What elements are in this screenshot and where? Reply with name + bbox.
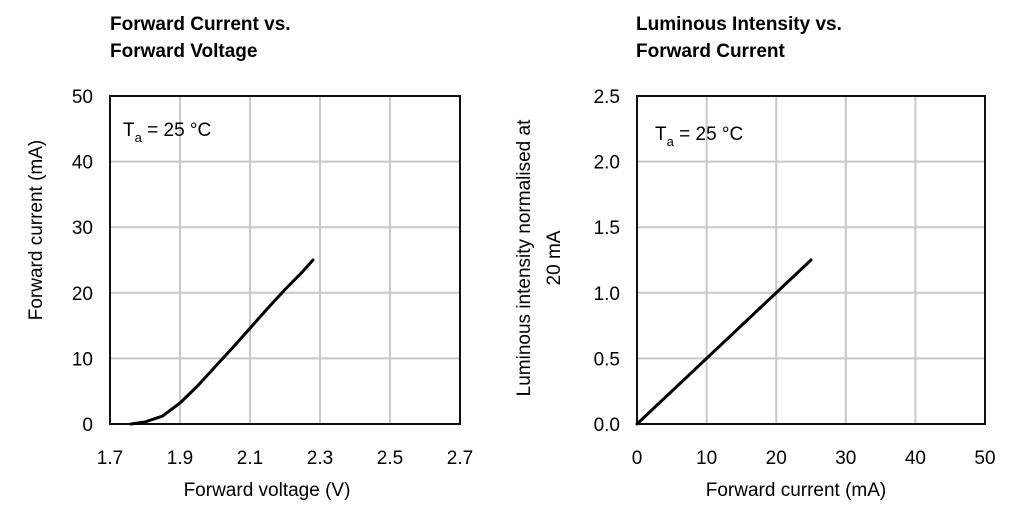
y-tick-label: 50 xyxy=(72,87,93,108)
chart-title-line1: Luminous Intensity vs. xyxy=(636,14,842,35)
grid xyxy=(637,96,985,424)
y-axis-label-line2: 20 mA xyxy=(544,230,565,285)
y-tick-label: 0.5 xyxy=(594,349,620,370)
y-ticks: 0.0 0.5 1.0 1.5 2.0 2.5 xyxy=(594,87,620,436)
plot-frame xyxy=(636,95,986,425)
luminous-intensity-vs-current-chart: Luminous Intensity vs. Forward Current 0… xyxy=(514,14,996,501)
annotation-sub: a xyxy=(667,134,675,149)
x-tick-label: 2.1 xyxy=(237,448,263,469)
plot-frame xyxy=(109,95,461,425)
y-ticks: 0 10 20 30 40 50 xyxy=(72,87,93,436)
x-ticks: 1.7 1.9 2.1 2.3 2.5 2.7 xyxy=(97,448,473,469)
x-ticks: 0 10 20 30 40 50 xyxy=(632,448,996,469)
x-tick-label: 1.9 xyxy=(167,448,193,469)
x-tick-label: 10 xyxy=(696,448,717,469)
chart-title-line2: Forward Current xyxy=(636,41,786,62)
annotation-rest: = 25 °C xyxy=(674,124,743,145)
forward-current-vs-voltage-chart: Forward Current vs. Forward Voltage 0 10 2… xyxy=(26,14,473,501)
x-tick-label: 40 xyxy=(905,448,926,469)
x-axis-label: Forward current (mA) xyxy=(706,480,887,501)
y-tick-label: 20 xyxy=(72,284,93,305)
chart-title-line1: Forward Current vs. xyxy=(110,14,291,35)
x-tick-label: 0 xyxy=(632,448,643,469)
y-tick-label: 40 xyxy=(72,153,93,174)
series-line-iv-if xyxy=(635,258,813,426)
y-axis-label-line1: Luminous intensity normalised at xyxy=(514,119,535,396)
y-axis-label: Forward current (mA) xyxy=(26,140,47,321)
y-tick-label: 0.0 xyxy=(594,415,620,436)
annotation-sub: a xyxy=(135,130,143,145)
series-line-if-vf xyxy=(129,258,315,426)
x-tick-label: 30 xyxy=(835,448,856,469)
y-tick-label: 2.0 xyxy=(594,153,620,174)
x-tick-label: 2.7 xyxy=(447,448,473,469)
x-tick-label: 2.5 xyxy=(377,448,403,469)
y-tick-label: 0 xyxy=(82,415,93,436)
annotation-main: T xyxy=(655,124,667,145)
x-tick-label: 50 xyxy=(974,448,995,469)
temperature-annotation: Ta = 25 °C xyxy=(655,124,743,149)
y-tick-label: 10 xyxy=(72,349,93,370)
annotation-main: T xyxy=(123,120,135,141)
x-axis-label: Forward voltage (V) xyxy=(184,480,351,501)
y-tick-label: 1.0 xyxy=(594,284,620,305)
grid xyxy=(110,96,460,424)
y-tick-label: 1.5 xyxy=(594,218,620,239)
x-tick-label: 2.3 xyxy=(307,448,333,469)
x-tick-label: 1.7 xyxy=(97,448,123,469)
chart-title-line2: Forward Voltage xyxy=(110,41,257,62)
y-tick-label: 30 xyxy=(72,218,93,239)
y-tick-label: 2.5 xyxy=(594,87,620,108)
x-tick-label: 20 xyxy=(766,448,787,469)
temperature-annotation: Ta = 25 °C xyxy=(123,120,211,145)
annotation-rest: = 25 °C xyxy=(142,120,211,141)
